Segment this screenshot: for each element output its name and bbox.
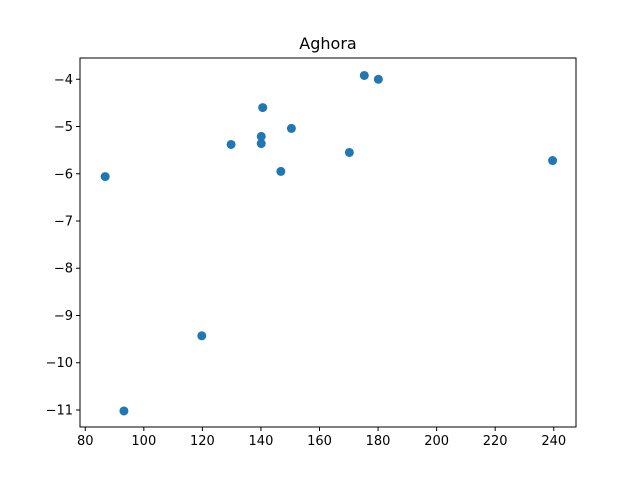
data-point-4: [226, 139, 236, 149]
x-tick-label: 120: [190, 434, 215, 449]
y-tick-label: −9: [54, 309, 73, 324]
x-tick-label: 160: [307, 434, 332, 449]
x-tick-label: 240: [541, 434, 566, 449]
y-tick-label: −8: [54, 262, 73, 277]
data-point-5: [256, 139, 266, 149]
x-tick-label: 220: [483, 434, 508, 449]
data-point-9: [286, 123, 296, 133]
chart-title: Aghora: [299, 34, 356, 53]
data-point-11: [359, 70, 369, 80]
data-point-7: [258, 103, 268, 113]
y-tick-label: −11: [46, 403, 73, 418]
x-axis-ticks: 80 100 120 140 160 180 200 220 240: [77, 427, 566, 449]
x-tick-label: 140: [249, 434, 274, 449]
x-tick-label: 80: [77, 434, 94, 449]
data-point-12: [373, 74, 383, 84]
data-point-8: [276, 166, 286, 176]
data-point-10: [344, 147, 354, 157]
data-point-13: [548, 156, 558, 166]
data-point-2: [119, 406, 129, 416]
y-tick-label: −6: [54, 167, 73, 182]
x-tick-label: 180: [366, 434, 391, 449]
data-point-6: [256, 131, 266, 141]
y-tick-label: −5: [54, 120, 73, 135]
y-tick-label: −10: [46, 356, 73, 371]
data-point-3: [197, 331, 207, 341]
y-tick-label: −7: [54, 215, 73, 230]
data-points: [100, 70, 558, 416]
y-tick-label: −4: [54, 73, 73, 88]
data-point-1: [100, 172, 110, 182]
plot-area-frame: [79, 57, 577, 428]
x-tick-label: 200: [424, 434, 449, 449]
x-tick-label: 100: [131, 434, 156, 449]
y-axis-ticks: −4 −5 −6 −7 −8 −9 −10 −11: [46, 73, 80, 418]
